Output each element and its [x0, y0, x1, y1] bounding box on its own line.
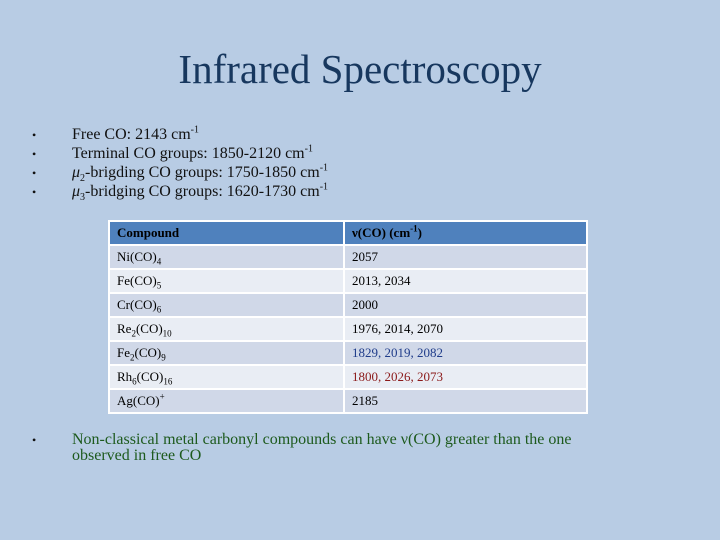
compound-cell: Fe(CO)5 — [108, 268, 345, 294]
table-row: Rh6(CO)16 1800, 2026, 2073 — [108, 364, 588, 390]
compound-cell: Fe2(CO)9 — [108, 340, 345, 366]
bullet-item: • Terminal CO groups: 1850-2120 cm-1 — [30, 143, 690, 164]
bullet-text: μ3-bridging CO groups: 1620-1730 cm-1 — [72, 181, 329, 204]
footer-bullet-text: Non-classical metal carbonyl compounds c… — [72, 431, 572, 464]
carbonyl-table: Compound ν(CO) (cm-1) Ni(CO)4 2057 Fe(CO… — [108, 220, 588, 414]
bullet-text: μ2-brigding CO groups: 1750-1850 cm-1 — [72, 162, 329, 185]
table-header-row: Compound ν(CO) (cm-1) — [108, 220, 588, 246]
compound-cell: Ag(CO)+ — [108, 388, 345, 414]
value-cell: 1976, 2014, 2070 — [343, 316, 588, 342]
bullet-dot-icon: • — [32, 147, 37, 161]
header-nu-co: ν(CO) (cm-1) — [343, 220, 588, 246]
bullet-item: • μ3-bridging CO groups: 1620-1730 cm-1 — [30, 181, 690, 204]
compound-cell: Re2(CO)10 — [108, 316, 345, 342]
compound-cell: Rh6(CO)16 — [108, 364, 345, 390]
compound-cell: Cr(CO)6 — [108, 292, 345, 318]
bullet-dot-icon: • — [32, 185, 37, 199]
table-row: Fe2(CO)9 1829, 2019, 2082 — [108, 340, 588, 366]
bullet-dot-icon: • — [32, 128, 37, 142]
value-cell: 2013, 2034 — [343, 268, 588, 294]
table-row: Fe(CO)5 2013, 2034 — [108, 268, 588, 294]
compound-cell: Ni(CO)4 — [108, 244, 345, 270]
bullet-text: Free CO: 2143 cm-1 — [72, 124, 199, 143]
value-cell: 2057 — [343, 244, 588, 270]
bullet-text: Terminal CO groups: 1850-2120 cm-1 — [72, 143, 313, 162]
bullet-list: • Free CO: 2143 cm-1 • Terminal CO group… — [30, 124, 690, 204]
value-cell: 2000 — [343, 292, 588, 318]
value-cell: 1829, 2019, 2082 — [343, 340, 588, 366]
bullet-item: • μ2-brigding CO groups: 1750-1850 cm-1 — [30, 162, 690, 185]
value-cell: 1800, 2026, 2073 — [343, 364, 588, 390]
table-row: Ni(CO)4 2057 — [108, 244, 588, 270]
header-compound: Compound — [108, 220, 345, 246]
slide-title: Infrared Spectroscopy — [178, 46, 542, 92]
table-row: Ag(CO)+ 2185 — [108, 388, 588, 414]
bullet-item: • Free CO: 2143 cm-1 — [30, 124, 690, 145]
table-row: Re2(CO)10 1976, 2014, 2070 — [108, 316, 588, 342]
bullet-dot-icon: • — [32, 166, 37, 180]
footer-bullet: • Non-classical metal carbonyl compounds… — [30, 432, 690, 464]
value-cell: 2185 — [343, 388, 588, 414]
bullet-dot-icon: • — [32, 433, 37, 447]
table-row: Cr(CO)6 2000 — [108, 292, 588, 318]
